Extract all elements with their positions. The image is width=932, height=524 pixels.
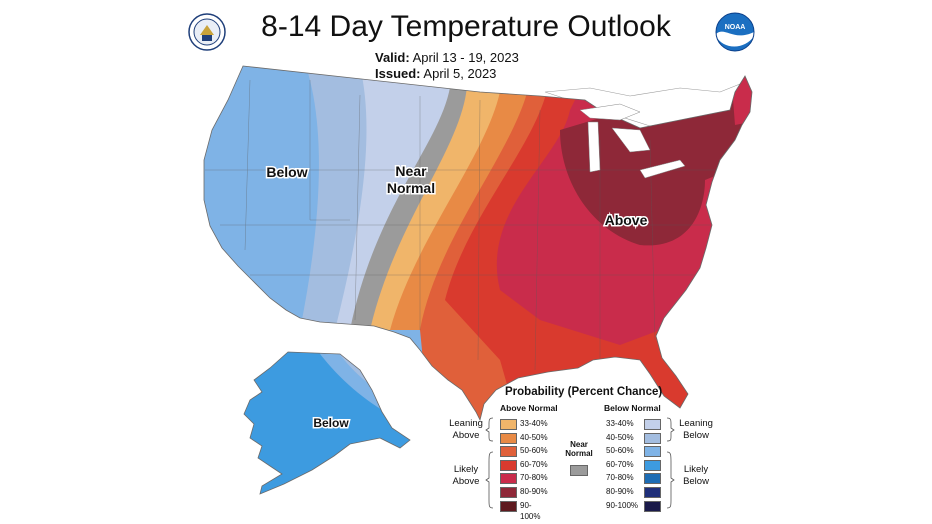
page-title: 8-14 Day Temperature Outlook [261, 10, 671, 43]
legend-below-row: 80-90% [606, 486, 662, 498]
legend-below-range: 40-50% [606, 432, 634, 442]
legend-above-range: 60-70% [520, 459, 548, 469]
svg-text:NOAA: NOAA [725, 24, 746, 31]
legend-above-row: 80-90% [500, 486, 550, 498]
noaa-logo-icon: NOAA [715, 12, 755, 52]
legend-below-range: 60-70% [606, 459, 634, 469]
legend-above-range: 70-80% [520, 473, 548, 483]
legend-below-swatch [644, 473, 661, 485]
near-normal-label-line2: Normal [387, 180, 435, 196]
valid-dates: Valid: April 13 - 19, 2023 [375, 50, 519, 65]
legend-above-row: 33-40% [500, 418, 550, 430]
likely-below-line2: Below [683, 476, 709, 487]
near-normal-legend-line1: Near [570, 440, 588, 449]
likely-above-line1: Likely [453, 464, 479, 475]
legend-below-swatch [644, 487, 661, 498]
valid-label: Valid: [375, 50, 410, 65]
commerce-seal-icon [188, 13, 226, 51]
near-normal-legend-line2: Normal [565, 449, 593, 458]
legend-below-row: 50-60% [606, 445, 662, 458]
likely-below-line1: Likely [683, 464, 709, 475]
legend-above-swatch [500, 419, 517, 430]
likely-below-label: Likely Below [676, 464, 716, 488]
legend-below-row: 70-80% [606, 472, 662, 485]
legend-above-range: 50-60% [520, 446, 548, 456]
legend-below-range: 90-100% [606, 500, 639, 510]
likely-above-label: Likely Above [446, 464, 486, 488]
legend-below-row: 60-70% [606, 459, 662, 471]
legend-above-swatch [500, 446, 517, 458]
leaning-below-line1: Leaning [679, 418, 713, 429]
legend-above-range: 80-90% [520, 487, 548, 496]
legend-below-swatch [644, 459, 661, 471]
legend-above-header: Above Normal [500, 403, 558, 413]
legend-above-row: 70-80% [500, 472, 550, 485]
legend-below-row: 40-50% [606, 432, 662, 444]
legend-above-row: 40-50% [500, 432, 550, 444]
legend-below-header: Below Normal [604, 403, 661, 413]
legend-below-range: 50-60% [606, 446, 634, 456]
legend-below-row: 90-100% [606, 500, 662, 512]
legend-above-row: 50-60% [500, 445, 550, 458]
leaning-below-line2: Below [683, 430, 709, 441]
legend-below-swatch [644, 446, 661, 458]
issued-date: Issued: April 5, 2023 [375, 66, 496, 81]
legend-above-swatch [500, 500, 517, 512]
leaning-above-label: Leaning Above [446, 418, 486, 442]
legend-above-row: 90-100% [500, 500, 550, 521]
legend-above-range: 33-40% [520, 419, 548, 428]
legend-above-swatch [500, 432, 517, 444]
above-east-label: Above [605, 212, 648, 228]
legend-below-range: 33-40% [606, 419, 634, 428]
legend-below-swatch [644, 419, 661, 430]
legend-below-swatch [644, 432, 661, 444]
leaning-above-line1: Leaning [449, 418, 483, 429]
legend-above-range: 90-100% [520, 500, 541, 521]
legend-title: Probability (Percent Chance) [505, 386, 663, 398]
below-west-label: Below [266, 164, 307, 180]
below-alaska-label: Below [313, 416, 349, 430]
legend-below-swatch [644, 500, 661, 512]
near-normal-legend-label: Near Normal [562, 440, 596, 458]
legend-above-swatch [500, 473, 517, 485]
legend-below-range: 70-80% [606, 473, 634, 483]
leaning-above-line2: Above [452, 430, 480, 441]
near-normal-swatch [570, 465, 588, 476]
legend-above-swatch [500, 487, 517, 498]
legend-above-range: 40-50% [520, 432, 548, 442]
legend-above-swatch [500, 459, 517, 471]
issued-label: Issued: [375, 66, 421, 81]
likely-above-line2: Above [452, 476, 480, 487]
legend-below-range: 80-90% [606, 487, 634, 496]
legend-above-row: 60-70% [500, 459, 550, 471]
near-normal-label-line1: Near [395, 163, 427, 179]
issued-value: April 5, 2023 [423, 66, 497, 81]
leaning-below-label: Leaning Below [676, 418, 716, 442]
legend-below-row: 33-40% [606, 418, 662, 430]
valid-value: April 13 - 19, 2023 [412, 50, 519, 65]
